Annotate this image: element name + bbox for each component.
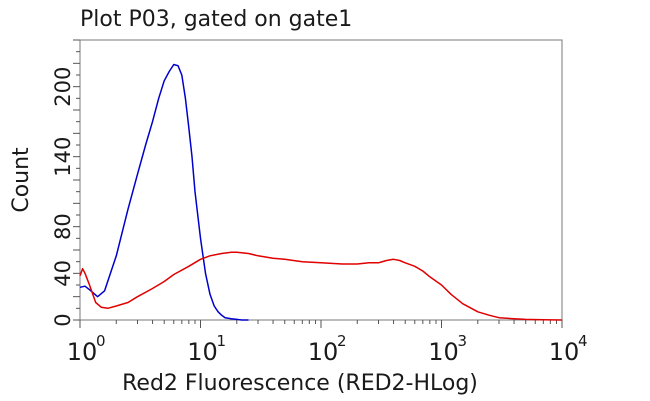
- chart-title: Plot P03, gated on gate1: [80, 7, 352, 32]
- x-tick-label: 10: [67, 338, 98, 366]
- series-line-1: [79, 63, 249, 321]
- y-tick-label: 0: [51, 313, 75, 326]
- x-tick-exponent: 1: [217, 332, 227, 350]
- x-tick-exponent: 3: [458, 332, 468, 350]
- x-tick-exponent: 4: [578, 332, 588, 350]
- x-axis-ticks: [79, 320, 563, 328]
- x-tick-label: 10: [187, 338, 218, 366]
- plot-frame: [79, 39, 563, 321]
- y-tick-label: 40: [51, 260, 75, 287]
- x-tick-label: 10: [549, 338, 580, 366]
- y-tick-label: 200: [51, 67, 75, 107]
- x-tick-label: 10: [308, 338, 339, 366]
- x-axis-title: Red2 Fluorescence (RED2-HLog): [122, 371, 478, 396]
- x-axis-labels: 100 101 102 103 104: [67, 332, 588, 366]
- y-tick-label: 80: [51, 213, 75, 240]
- series-lines: [79, 63, 563, 321]
- y-axis-ticks: [73, 39, 80, 321]
- series-line-2: [79, 251, 563, 321]
- x-tick-label: 10: [428, 338, 459, 366]
- x-tick-exponent: 2: [337, 332, 347, 350]
- y-axis-title: Count: [9, 147, 34, 213]
- y-tick-label: 140: [51, 137, 75, 177]
- x-tick-exponent: 0: [96, 332, 106, 350]
- y-axis-labels: 0 40 80 140 200: [51, 67, 75, 327]
